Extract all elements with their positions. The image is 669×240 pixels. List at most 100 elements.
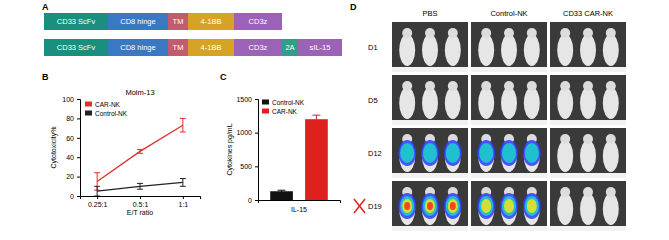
image-caption-strip bbox=[550, 173, 626, 178]
x-axis bbox=[259, 201, 341, 204]
column-header: CD33 CAR-NK bbox=[563, 9, 613, 18]
y-tick-mark bbox=[77, 177, 80, 178]
mouse-head bbox=[606, 28, 616, 38]
bioluminescence-signal bbox=[425, 199, 435, 213]
bioluminescence-signal bbox=[479, 143, 493, 163]
x-tick-mark bbox=[140, 196, 141, 199]
error-bar-cap bbox=[312, 115, 320, 116]
axis-line bbox=[77, 100, 81, 197]
y-axis-title: Cytokines pg/mL bbox=[226, 123, 234, 175]
image-background bbox=[550, 128, 626, 178]
mouse-head bbox=[402, 81, 412, 91]
figure: ABCDCD33 ScFvCD8 hingeTM4-1BBCD3zCD33 Sc… bbox=[0, 0, 669, 240]
mouse-body bbox=[580, 87, 596, 119]
image-background bbox=[471, 75, 547, 125]
x-tick: 0.25:1 bbox=[88, 196, 108, 208]
panel-label: B bbox=[42, 72, 49, 82]
construct-label: CD33 ScFv bbox=[57, 43, 96, 52]
error-bar bbox=[180, 179, 186, 187]
mouse-body bbox=[557, 34, 573, 66]
chart-title: Molm-13 bbox=[125, 88, 154, 97]
error-bar-cap bbox=[137, 189, 143, 190]
mouse-body bbox=[399, 193, 415, 225]
construct-domain bbox=[188, 13, 234, 30]
mouse-body bbox=[445, 34, 461, 66]
error-bar-cap bbox=[137, 149, 143, 150]
image-caption-strip bbox=[392, 67, 468, 72]
construct-domain bbox=[168, 39, 188, 56]
bioluminescence-signal bbox=[444, 193, 462, 219]
bioluminescence-signal bbox=[481, 199, 491, 213]
bioluminescence-signal bbox=[444, 140, 462, 166]
mouse-head bbox=[583, 187, 593, 197]
bioluminescence-signal bbox=[398, 140, 416, 166]
image-cell bbox=[471, 22, 547, 72]
image-background bbox=[550, 22, 626, 72]
bioluminescence-signal bbox=[421, 193, 439, 219]
mouse-head bbox=[583, 81, 593, 91]
error-bar-stem bbox=[140, 183, 141, 189]
image-cell bbox=[471, 75, 547, 125]
bioluminescence-signal bbox=[450, 202, 456, 210]
panel-a: CD33 ScFvCD8 hingeTM4-1BBCD3zCD33 ScFvCD… bbox=[44, 13, 342, 56]
bioluminescence-signal bbox=[527, 199, 537, 213]
error-bar-cap bbox=[180, 178, 186, 179]
construct-domain bbox=[282, 39, 298, 56]
mouse-body bbox=[422, 34, 438, 66]
mouse-head bbox=[425, 28, 435, 38]
panel-c: 050010001500IL-15Cytokines pg/mLControl-… bbox=[226, 96, 341, 213]
error-bar-stem bbox=[97, 186, 98, 196]
bioluminescence-signal bbox=[400, 143, 414, 163]
mouse-body bbox=[399, 140, 415, 172]
construct-label: CD8 hinge bbox=[120, 43, 155, 52]
image-cell bbox=[392, 181, 468, 231]
image-background bbox=[392, 75, 468, 125]
x-axis: 0.25:10.5:11:1 bbox=[81, 196, 201, 208]
y-tick: 60 bbox=[66, 135, 80, 142]
y-tick-mark bbox=[77, 99, 80, 100]
mouse-body bbox=[422, 140, 438, 172]
image-background bbox=[471, 22, 547, 72]
x-tick-label: 1:1 bbox=[178, 201, 188, 208]
mouse-body bbox=[603, 34, 619, 66]
mouse-body bbox=[478, 34, 494, 66]
bioluminescence-signal bbox=[427, 202, 433, 210]
mouse-head bbox=[527, 28, 537, 38]
image-background bbox=[550, 181, 626, 231]
y-axis-title: Cytotoxicity% bbox=[50, 126, 58, 168]
construct-domain bbox=[188, 39, 234, 56]
bioluminescence-signal bbox=[523, 140, 541, 166]
mouse-head bbox=[560, 28, 570, 38]
y-tick: 1500 bbox=[236, 96, 258, 103]
bioluminescence-signal bbox=[423, 196, 437, 216]
legend-entry: Control-NK bbox=[262, 99, 305, 106]
construct-label: CD3z bbox=[249, 17, 268, 26]
construct-domain bbox=[234, 39, 282, 56]
cross-stroke bbox=[354, 199, 365, 213]
mouse-head bbox=[448, 81, 458, 91]
x-axis-title: IL-15 bbox=[291, 206, 307, 213]
mouse-body bbox=[603, 140, 619, 172]
construct-label: CD3z bbox=[249, 43, 268, 52]
mouse-head bbox=[606, 81, 616, 91]
y-tick-mark bbox=[255, 166, 258, 167]
y-tick: 0 bbox=[248, 197, 258, 204]
x-axis-title: E/T ratio bbox=[127, 209, 153, 216]
x-tick: 1:1 bbox=[178, 196, 188, 208]
bioluminescence-signal bbox=[404, 202, 410, 210]
mouse-head bbox=[481, 28, 491, 38]
bioluminescence-signal bbox=[525, 143, 539, 163]
y-tick-label: 0 bbox=[70, 193, 74, 200]
mouse-body bbox=[603, 193, 619, 225]
legend-swatch bbox=[262, 109, 269, 114]
y-tick-label: 0 bbox=[248, 197, 252, 204]
axis-line bbox=[255, 100, 259, 201]
bioluminescence-signal bbox=[477, 140, 495, 166]
y-tick-mark bbox=[255, 200, 258, 201]
image-cell bbox=[471, 128, 547, 178]
mouse-body bbox=[524, 34, 540, 66]
image-background bbox=[471, 181, 547, 231]
x-tick-label: 0.25:1 bbox=[88, 201, 108, 208]
error-bar-cap bbox=[94, 196, 100, 197]
construct-label: CD8 hinge bbox=[120, 17, 155, 26]
